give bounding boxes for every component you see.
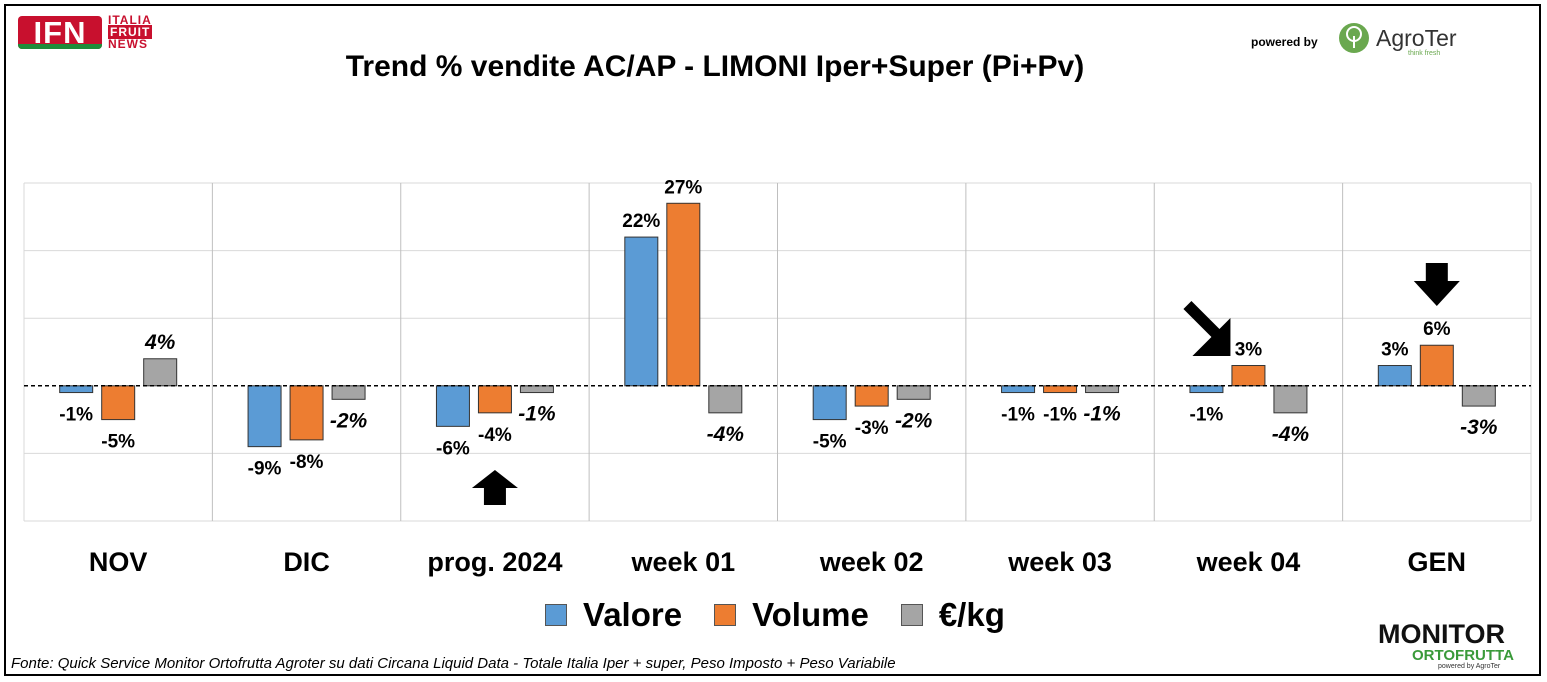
data-label: -5%	[813, 432, 847, 453]
data-label: -6%	[436, 438, 470, 459]
bar-volume	[477, 385, 512, 414]
agroter-logo: AgroTer think fresh	[1338, 22, 1457, 57]
bar-valore	[435, 385, 470, 427]
category-label: GEN	[1408, 547, 1467, 577]
data-label: -5%	[101, 432, 135, 453]
data-label: -2%	[330, 409, 368, 432]
data-label: 3%	[1235, 340, 1263, 361]
monitor-logo-line1: MONITOR	[1378, 619, 1505, 649]
monitor-ortofrutta-logo: MONITOR ORTOFRUTTA powered by AgroTer	[1378, 619, 1538, 671]
chart-legend: Valore Volume €/kg	[545, 596, 1037, 634]
data-label: 6%	[1423, 319, 1451, 340]
data-label: 27%	[664, 177, 702, 198]
bar-valore	[1377, 365, 1412, 387]
source-note: Fonte: Quick Service Monitor Ortofrutta …	[11, 655, 896, 672]
data-label: -8%	[290, 452, 324, 473]
legend-swatch-price	[900, 604, 923, 626]
bar-kg	[708, 385, 743, 414]
bar-volume	[1419, 344, 1454, 387]
data-label: -4%	[1272, 423, 1310, 446]
legend-swatch-volume	[714, 604, 737, 626]
monitor-logo-line3: powered by AgroTer	[1438, 663, 1501, 670]
data-label: -3%	[1460, 416, 1498, 439]
data-label: 22%	[622, 211, 660, 232]
bar-kg	[1461, 385, 1496, 407]
bar-volume	[289, 385, 324, 441]
category-label: DIC	[283, 547, 330, 577]
bar-volume	[666, 202, 701, 387]
agroter-name: AgroTer	[1376, 24, 1457, 51]
bar-valore	[1189, 385, 1224, 394]
bar-volume	[854, 385, 889, 407]
data-label: -1%	[1043, 405, 1077, 426]
data-label: -4%	[478, 425, 512, 446]
tree-icon	[1339, 23, 1369, 53]
bar-volume	[1231, 365, 1266, 387]
ifn-logo-line3: NEWS	[108, 37, 148, 51]
bar-kg	[1085, 385, 1120, 394]
bar-valore	[624, 236, 659, 387]
bar-valore	[812, 385, 847, 421]
bar-valore	[1001, 385, 1036, 394]
bar-kg	[331, 385, 366, 400]
monitor-logo-line2: ORTOFRUTTA	[1412, 647, 1514, 664]
data-label: -1%	[518, 403, 556, 426]
bar-volume	[1043, 385, 1078, 394]
ifn-logo-words: ITALIA FRUIT NEWS	[108, 13, 153, 51]
data-label: 3%	[1381, 340, 1409, 361]
bar-kg	[896, 385, 931, 400]
legend-item-price: €/kg	[900, 596, 1005, 634]
category-label: week 01	[631, 547, 736, 577]
data-label: -2%	[895, 409, 933, 432]
arrow-down-icon	[1413, 263, 1460, 306]
data-label: 4%	[144, 331, 176, 354]
bar-kg	[1273, 385, 1308, 414]
data-label: -4%	[707, 423, 745, 446]
legend-label-volume: Volume	[752, 596, 869, 633]
bar-volume	[101, 385, 136, 421]
powered-by-label: powered by	[1251, 35, 1318, 49]
category-label: NOV	[89, 547, 148, 577]
arrow-down-right-icon	[1183, 301, 1231, 356]
bar-kg	[143, 358, 178, 387]
category-label: week 03	[1007, 547, 1112, 577]
legend-label-price: €/kg	[938, 596, 1005, 633]
ifn-logo-line1: ITALIA	[108, 13, 152, 27]
legend-swatch-valore	[545, 604, 567, 626]
bar-valore	[59, 385, 94, 394]
chart-title: Trend % vendite AC/AP - LIMONI Iper+Supe…	[345, 50, 1085, 83]
category-label: week 02	[819, 547, 924, 577]
bar-valore	[247, 385, 282, 448]
data-label: -1%	[59, 405, 93, 426]
legend-item-valore: Valore	[545, 596, 682, 634]
data-label: -1%	[1083, 403, 1121, 426]
legend-item-volume: Volume	[714, 596, 869, 634]
category-label: prog. 2024	[427, 547, 562, 577]
chart-frame	[4, 4, 1541, 676]
agroter-tagline: think fresh	[1408, 50, 1441, 57]
bar-kg	[519, 385, 554, 394]
category-label: week 04	[1196, 547, 1301, 577]
data-label: -9%	[248, 459, 282, 480]
ifn-logo-stripe	[18, 44, 102, 49]
data-label: -3%	[855, 418, 889, 439]
legend-label-valore: Valore	[583, 596, 683, 633]
data-label: -1%	[1190, 405, 1224, 426]
data-label: -1%	[1001, 405, 1035, 426]
ifn-logo-mark: IFN	[18, 16, 102, 49]
ifn-logo-line2: FRUIT	[108, 25, 153, 39]
arrow-up-icon	[471, 470, 518, 505]
